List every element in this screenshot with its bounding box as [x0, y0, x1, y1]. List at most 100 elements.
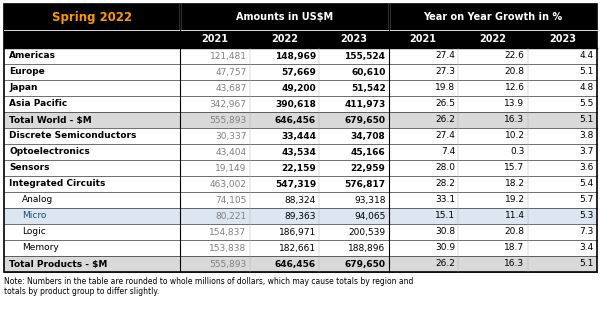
Bar [180, 4, 388, 30]
Text: 390,618: 390,618 [275, 100, 316, 108]
Text: 26.2: 26.2 [435, 259, 455, 269]
Text: 57,669: 57,669 [281, 68, 316, 76]
Text: Analog: Analog [22, 196, 53, 204]
Bar [458, 176, 528, 192]
Text: 26.2: 26.2 [435, 116, 455, 125]
Bar [458, 30, 528, 48]
Bar [180, 30, 249, 48]
Bar [388, 192, 458, 208]
Bar [4, 208, 180, 224]
Text: 30,337: 30,337 [215, 131, 246, 141]
Text: Asia Pacific: Asia Pacific [9, 100, 67, 108]
Text: 3.6: 3.6 [579, 163, 594, 173]
Text: 16.3: 16.3 [504, 116, 525, 125]
Bar [319, 96, 388, 112]
Bar [528, 176, 597, 192]
Text: 0.3: 0.3 [510, 148, 525, 156]
Bar [180, 48, 249, 64]
Text: 3.8: 3.8 [579, 131, 594, 141]
Text: 200,539: 200,539 [349, 228, 385, 236]
Bar [249, 256, 319, 272]
Bar [4, 112, 180, 128]
Text: Memory: Memory [22, 244, 59, 252]
Bar [180, 160, 249, 176]
Text: Spring 2022: Spring 2022 [52, 10, 132, 23]
Text: 547,319: 547,319 [275, 179, 316, 189]
Text: 94,065: 94,065 [354, 211, 385, 221]
Text: 28.2: 28.2 [435, 179, 455, 189]
Bar [4, 30, 180, 48]
Text: Logic: Logic [22, 228, 46, 236]
Text: 30.9: 30.9 [435, 244, 455, 252]
Text: 148,969: 148,969 [275, 52, 316, 60]
Text: 43,534: 43,534 [281, 148, 316, 156]
Text: 2022: 2022 [479, 34, 506, 44]
Text: Integrated Circuits: Integrated Circuits [9, 179, 105, 189]
Text: Year on Year Growth in %: Year on Year Growth in % [423, 12, 563, 22]
Bar [319, 80, 388, 96]
Bar [4, 4, 180, 30]
Text: 5.1: 5.1 [579, 259, 594, 269]
Bar [458, 128, 528, 144]
Text: 5.4: 5.4 [580, 179, 594, 189]
Text: 555,893: 555,893 [209, 259, 246, 269]
Text: 5.7: 5.7 [579, 196, 594, 204]
Text: 411,973: 411,973 [344, 100, 385, 108]
Text: Discrete Semiconductors: Discrete Semiconductors [9, 131, 136, 141]
Bar [388, 128, 458, 144]
Text: 18.2: 18.2 [504, 179, 525, 189]
Bar [319, 48, 388, 64]
Bar [319, 224, 388, 240]
Bar [319, 160, 388, 176]
Bar [319, 176, 388, 192]
Text: Total World - $M: Total World - $M [9, 116, 92, 125]
Text: 27.4: 27.4 [435, 131, 455, 141]
Text: 3.7: 3.7 [579, 148, 594, 156]
Text: 89,363: 89,363 [284, 211, 316, 221]
Bar [4, 80, 180, 96]
Bar [388, 4, 597, 30]
Bar [249, 160, 319, 176]
Bar [4, 192, 180, 208]
Bar [528, 224, 597, 240]
Bar [319, 64, 388, 80]
Bar [319, 144, 388, 160]
Bar [4, 176, 180, 192]
Bar [528, 208, 597, 224]
Text: 19.2: 19.2 [504, 196, 525, 204]
Bar [4, 256, 180, 272]
Bar [319, 208, 388, 224]
Bar [180, 144, 249, 160]
Text: 188,896: 188,896 [348, 244, 385, 252]
Text: Americas: Americas [9, 52, 56, 60]
Text: Micro: Micro [22, 211, 46, 221]
Text: Optoelectronics: Optoelectronics [9, 148, 90, 156]
Bar [528, 240, 597, 256]
Text: 26.5: 26.5 [435, 100, 455, 108]
Bar [4, 96, 180, 112]
Bar [388, 96, 458, 112]
Text: 5.1: 5.1 [579, 68, 594, 76]
Text: Sensors: Sensors [9, 163, 49, 173]
Bar [388, 80, 458, 96]
Text: 30.8: 30.8 [435, 228, 455, 236]
Bar [4, 128, 180, 144]
Bar [388, 208, 458, 224]
Text: 34,708: 34,708 [351, 131, 385, 141]
Bar [458, 144, 528, 160]
Text: 47,757: 47,757 [215, 68, 246, 76]
Text: Note: Numbers in the table are rounded to whole millions of dollars, which may c: Note: Numbers in the table are rounded t… [4, 277, 413, 296]
Text: 33,444: 33,444 [281, 131, 316, 141]
Text: 15.1: 15.1 [435, 211, 455, 221]
Text: 33.1: 33.1 [435, 196, 455, 204]
Bar [180, 96, 249, 112]
Text: 15.7: 15.7 [504, 163, 525, 173]
Text: 22.6: 22.6 [505, 52, 525, 60]
Text: 186,971: 186,971 [279, 228, 316, 236]
Text: 646,456: 646,456 [275, 116, 316, 125]
Bar [180, 128, 249, 144]
Text: 22,159: 22,159 [281, 163, 316, 173]
Text: 16.3: 16.3 [504, 259, 525, 269]
Text: 7.3: 7.3 [579, 228, 594, 236]
Text: 28.0: 28.0 [435, 163, 455, 173]
